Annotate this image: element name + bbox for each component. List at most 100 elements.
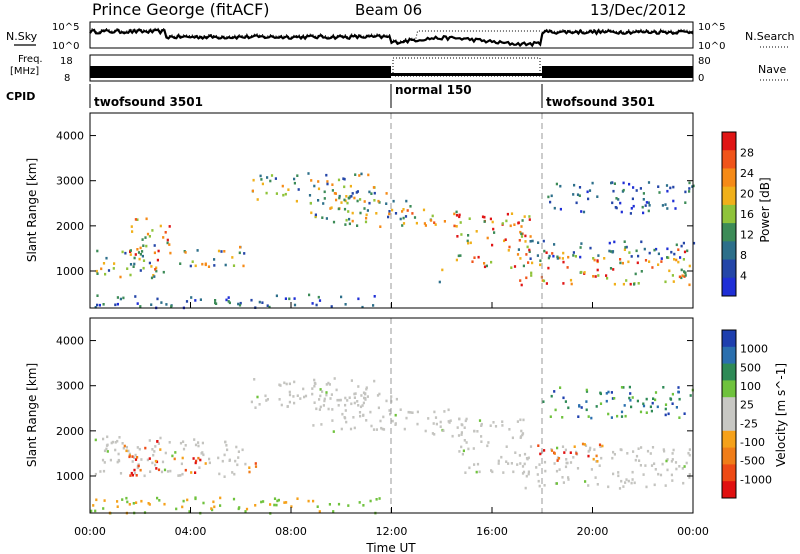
velocity-echo-cell [254, 462, 257, 465]
velocity-echo-cell [514, 451, 517, 454]
colorbar-segment [722, 223, 736, 242]
velocity-echo-cell [151, 461, 154, 465]
velocity-echo-cell [362, 391, 366, 395]
power-echo-cell [431, 214, 434, 218]
power-echo-cell [589, 246, 592, 250]
date-title: 13/Dec/2012 [590, 1, 686, 19]
velocity-echo-cell [675, 406, 678, 409]
velocity-echo-cell [451, 434, 454, 438]
colorbar-tick-label: 12 [740, 229, 754, 242]
velocity-echo-cell [511, 436, 514, 440]
velocity-echo-cell [352, 416, 355, 419]
velocity-echo-cell [553, 452, 556, 455]
power-echo-cell [250, 298, 253, 302]
velocity-echo-cell [652, 397, 655, 400]
velocity-echo-cell [156, 440, 159, 443]
velocity-echo-cell [638, 459, 641, 462]
power-echo-cell [642, 198, 645, 201]
power-echo-cell [666, 207, 669, 210]
velocity-echo-cell [516, 420, 519, 423]
velocity-echo-cell [678, 397, 681, 401]
velocity-echo-cell [671, 458, 674, 461]
power-echo-cell [379, 225, 382, 228]
power-echo-cell [313, 184, 316, 188]
power-echo-cell [133, 262, 136, 266]
power-echo-cell [520, 283, 523, 287]
power-echo-cell [458, 213, 461, 217]
velocity-echo-cell [585, 400, 588, 403]
velocity-echo-cell [296, 497, 299, 500]
velocity-echo-cell [434, 416, 438, 419]
power-echo-cell [387, 215, 390, 219]
velocity-echo-cell [125, 449, 128, 453]
velocity-echo-cell [121, 442, 124, 445]
power-echo-cell [483, 262, 486, 265]
velocity-echo-cell [330, 393, 333, 396]
velocity-echo-cell [128, 455, 131, 459]
power-echo-cell [677, 248, 680, 251]
power-echo-cell [368, 201, 371, 205]
velocity-echo-cell [405, 416, 408, 420]
power-echo-cell [168, 225, 171, 228]
velocity-echo-cell [462, 449, 465, 453]
power-echo-cell [551, 252, 554, 255]
velocity-echo-cell [325, 391, 328, 394]
velocity-echo-cell [674, 461, 678, 464]
velocity-echo-cell [146, 458, 149, 462]
velocity-echo-cell [617, 471, 620, 474]
power-echo-cell [510, 212, 514, 215]
power-echo-cell [632, 186, 635, 189]
colorbar-tick-label: -500 [740, 455, 765, 468]
power-echo-cell [351, 211, 354, 215]
velocity-echo-cell [585, 390, 589, 393]
power-echo-cell [309, 201, 312, 205]
velocity-echo-cell [225, 444, 228, 447]
power-echo-cell [342, 177, 345, 180]
velocity-echo-cell [535, 466, 538, 469]
velocity-echo-cell [583, 443, 586, 446]
velocity-echo-cell [464, 419, 467, 423]
power-echo-cell [611, 201, 614, 205]
power-echo-cell [688, 190, 691, 193]
velocity-echo-cell [349, 427, 353, 431]
velocity-echo-cell [212, 500, 215, 504]
velocity-echo-cell [620, 479, 623, 483]
velocity-echo-cell [320, 423, 323, 426]
freq-label-1: Freq. [18, 54, 43, 65]
power-echo-cell [266, 176, 269, 179]
velocity-echo-cell [537, 479, 540, 483]
power-echo-cell [293, 177, 296, 181]
velocity-echo-cell [588, 448, 591, 452]
power-echo-cell [139, 269, 142, 272]
velocity-echo-cell [559, 386, 562, 389]
velocity-echo-cell [248, 470, 251, 474]
velocity-echo-cell [323, 399, 326, 403]
velocity-echo-cell [219, 504, 222, 507]
power-echo-cell [625, 279, 628, 282]
velocity-echo-cell [554, 408, 557, 412]
velocity-echo-cell [379, 419, 382, 423]
velocity-echo-cell [94, 472, 97, 476]
velocity-echo-cell [286, 405, 289, 408]
velocity-echo-cell [103, 461, 106, 464]
power-echo-cell [261, 182, 264, 186]
power-echo-cell [153, 244, 156, 247]
power-echo-cell [536, 254, 539, 257]
power-echo-cell [674, 207, 677, 210]
cpid-label: CPID [6, 90, 35, 103]
power-echo-cell [664, 203, 667, 206]
velocity-echo-cell [181, 505, 184, 509]
velocity-echo-cell [302, 387, 305, 391]
velocity-echo-cell [575, 450, 578, 454]
velocity-echo-cell [208, 461, 211, 465]
velocity-echo-cell [194, 497, 197, 501]
power-echo-cell [605, 274, 608, 277]
power-echo-cell [260, 178, 263, 181]
velocity-echo-cell [523, 452, 527, 456]
power-echo-cell [293, 181, 296, 185]
velocity-echo-cell [670, 460, 673, 463]
velocity-echo-cell [219, 496, 222, 500]
power-echo-cell [627, 260, 630, 264]
power-panel: 1000 2000 3000 4000 Slant Range [km] 4 8 12 16… [25, 112, 772, 310]
nave-tick-high: 80 [698, 56, 711, 67]
